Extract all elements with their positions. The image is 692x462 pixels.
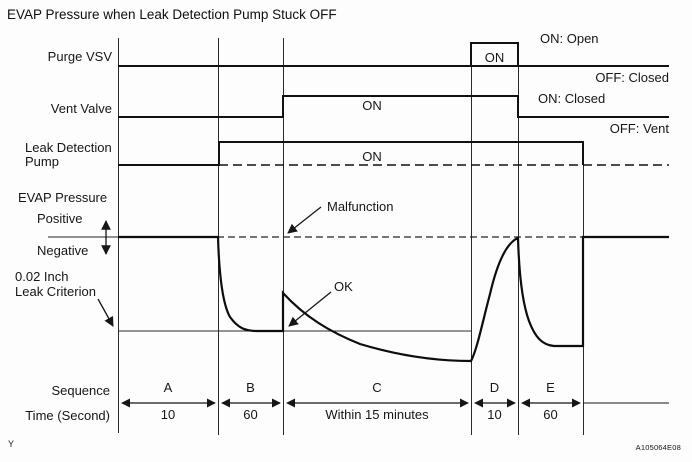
phase-c-label: C [372, 380, 382, 395]
phase-c-time: Within 15 minutes [325, 407, 429, 422]
criterion-label-line2: Leak Criterion [15, 284, 96, 299]
criterion-arrow [97, 298, 114, 327]
criterion-label-line1: 0.02 Inch [15, 269, 69, 284]
purge-vsv-label: Purge VSV [47, 49, 112, 64]
purge-vsv-pulse [470, 42, 519, 66]
evap-pressure-trace [118, 235, 669, 363]
vent-valve-on-label: ON [362, 98, 382, 113]
vent-legend-on: ON: Closed [538, 91, 606, 106]
phase-a-time: 10 [160, 407, 176, 422]
pump-label-line2: Pump [25, 154, 59, 169]
vent-legend-off: OFF: Vent [609, 121, 669, 136]
phase-b-label: B [246, 380, 255, 395]
negative-label: Negative [37, 243, 89, 258]
malfunction-arrow [287, 206, 322, 234]
phase-d-time: 10 [487, 407, 502, 422]
phase-e-time: 60 [543, 407, 558, 422]
phase-d-label: D [489, 380, 500, 395]
positive-label: Positive [37, 211, 83, 226]
figure-code: A105064E08 [635, 443, 681, 452]
phase-a-label: A [163, 380, 173, 395]
time-label: Time (Second) [25, 408, 110, 423]
purge-legend-off: OFF: Closed [595, 70, 669, 85]
phase-b-time: 60 [243, 407, 258, 422]
ok-label: OK [334, 279, 353, 294]
ok-arrow [288, 291, 332, 327]
pump-label-line1: Leak Detection [25, 140, 112, 155]
vent-valve-label: Vent Valve [50, 101, 112, 116]
diagram-title: EVAP Pressure when Leak Detection Pump S… [7, 7, 337, 22]
purge-vsv-on-label: ON [484, 50, 505, 65]
evap-pressure-label: EVAP Pressure [18, 190, 108, 205]
purge-legend-on: ON: Open [540, 31, 599, 46]
page-mark: Y [8, 439, 15, 449]
sequence-label: Sequence [51, 383, 110, 398]
malfunction-label: Malfunction [327, 199, 394, 214]
vent-valve-trace [118, 95, 669, 118]
pump-trace [118, 141, 669, 166]
phase-e-label: E [546, 380, 555, 395]
annotation-arrows [97, 206, 332, 327]
pump-on-label: ON [362, 149, 382, 164]
